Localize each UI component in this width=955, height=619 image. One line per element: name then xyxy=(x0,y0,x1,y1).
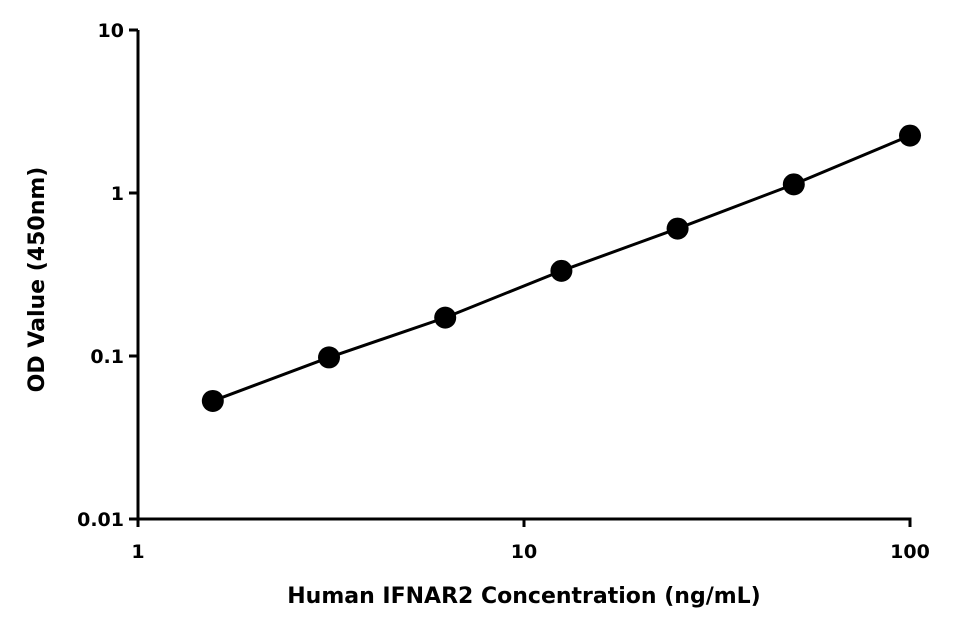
x-axis-ticks: 1 10 100 xyxy=(131,519,930,563)
y-tick-label: 0.1 xyxy=(90,346,124,368)
y-axis-ticks: 0.01 0.1 1 10 xyxy=(77,20,138,531)
series-layer xyxy=(201,124,921,412)
data-point xyxy=(666,217,689,240)
y-tick-label: 0.01 xyxy=(77,509,124,531)
y-axis-title: OD Value (450nm) xyxy=(25,167,50,393)
data-point xyxy=(782,173,805,196)
data-point xyxy=(899,124,921,147)
data-point xyxy=(201,389,224,412)
y-tick-label: 1 xyxy=(111,183,124,205)
data-point xyxy=(434,306,457,329)
data-point xyxy=(318,346,341,369)
x-axis-title: Human IFNAR2 Concentration (ng/mL) xyxy=(287,584,760,609)
x-tick-label: 100 xyxy=(890,541,930,563)
x-tick-label: 10 xyxy=(511,541,537,563)
y-tick-label: 10 xyxy=(98,20,124,42)
data-point xyxy=(550,259,573,282)
x-tick-label: 1 xyxy=(131,541,144,563)
